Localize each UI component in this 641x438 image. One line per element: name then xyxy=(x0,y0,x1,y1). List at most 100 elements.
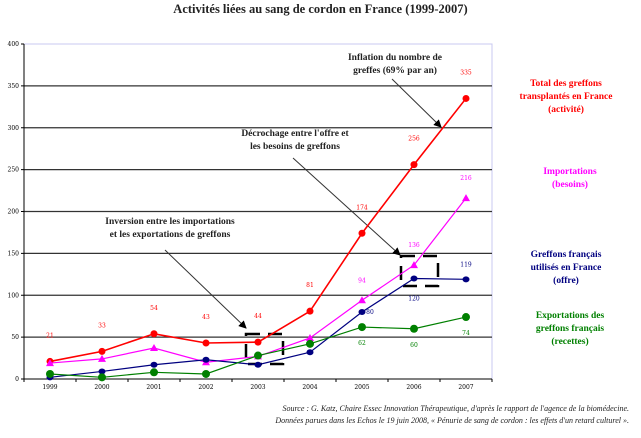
data-point xyxy=(150,368,158,377)
data-point xyxy=(202,356,210,363)
x-tick-label: 2007 xyxy=(458,384,473,391)
data-label: 81 xyxy=(306,282,314,289)
source-line-1: Source : G. Katz, Chaire Essec Innovatio… xyxy=(282,404,629,413)
data-point xyxy=(254,361,262,368)
legend-text: Greffons français xyxy=(530,250,602,260)
data-point xyxy=(410,161,418,169)
data-point xyxy=(254,351,262,360)
data-point xyxy=(98,373,106,382)
data-point xyxy=(202,369,210,378)
data-point xyxy=(462,194,470,202)
legend-text: (offre) xyxy=(553,276,579,286)
data-point xyxy=(410,275,418,282)
data-point xyxy=(462,313,470,322)
data-point xyxy=(358,309,366,315)
data-label: 136 xyxy=(408,242,420,249)
data-label: 174 xyxy=(356,204,368,211)
x-tick-label: 2004 xyxy=(302,384,317,391)
legend-text: (activité) xyxy=(548,105,584,115)
legend-offre: Greffons français utilisés en France (of… xyxy=(496,249,636,288)
highlight-box xyxy=(399,254,440,288)
chart-title: Activités liées au sang de cordon en Fra… xyxy=(173,2,468,16)
y-tick-label: 100 xyxy=(8,292,20,299)
legend-text: transplantés en France xyxy=(519,92,613,102)
y-tick-label: 50 xyxy=(11,334,19,341)
data-label: 216 xyxy=(460,175,472,182)
data-label: 33 xyxy=(98,322,106,329)
annotation-arrow xyxy=(164,249,247,329)
legend-exportations: Exportations des greffons français (rece… xyxy=(500,310,640,349)
legend-text: greffons français xyxy=(535,324,605,334)
legend-text: (recettes) xyxy=(551,337,589,347)
data-point xyxy=(462,94,470,102)
highlight-box xyxy=(244,332,285,366)
data-label: 80 xyxy=(366,309,374,316)
annotation-text: greffes (69% par an) xyxy=(353,66,437,76)
data-label: 74 xyxy=(462,330,470,337)
annotation-arrow xyxy=(292,157,401,256)
data-label: 21 xyxy=(46,332,54,339)
annotation-inversion: Inversion entre les importations et les … xyxy=(70,216,270,242)
y-tick-label: 200 xyxy=(8,209,20,216)
x-tick-label: 1999 xyxy=(42,384,57,391)
data-point xyxy=(410,324,418,333)
data-point xyxy=(98,368,106,375)
x-tick-label: 2000 xyxy=(94,384,109,391)
data-point xyxy=(358,323,366,332)
data-label: 60 xyxy=(410,342,418,349)
y-tick-label: 150 xyxy=(8,250,20,257)
x-tick-label: 2006 xyxy=(406,384,421,391)
data-label: 94 xyxy=(358,277,366,284)
data-point xyxy=(306,307,314,315)
data-label: 54 xyxy=(150,305,158,312)
data-label: 119 xyxy=(460,261,472,268)
data-point xyxy=(254,338,262,346)
annotation-inflation: Inflation du nombre de greffes (69% par … xyxy=(300,52,490,78)
x-tick-label: 2005 xyxy=(354,384,369,391)
legend-importations: Importations (besoins) xyxy=(500,166,640,192)
data-point xyxy=(306,333,314,341)
y-tick-label: 300 xyxy=(8,125,20,132)
data-point xyxy=(462,276,470,283)
data-label: 44 xyxy=(254,313,262,320)
data-label: 256 xyxy=(408,136,420,143)
legend-text: utilisés en France xyxy=(530,263,602,273)
x-tick-label: 2002 xyxy=(198,384,213,391)
data-label: 62 xyxy=(358,340,366,347)
legend-total: Total des greffons transplantés en Franc… xyxy=(496,78,636,117)
data-point xyxy=(150,361,158,368)
y-tick-label: 400 xyxy=(8,41,20,48)
legend-text: Importations xyxy=(543,167,597,177)
data-point xyxy=(98,354,106,362)
legend-text: Total des greffons xyxy=(530,79,602,89)
x-tick-label: 2003 xyxy=(250,384,265,391)
x-tick-label: 2001 xyxy=(146,384,161,391)
data-point xyxy=(202,339,210,347)
data-point xyxy=(98,347,106,355)
annotation-text: et les exportations de greffons xyxy=(109,230,231,240)
data-label: 43 xyxy=(202,314,210,321)
data-label: 335 xyxy=(460,69,472,76)
annotation-text: Décrochage entre l'offre et xyxy=(241,129,349,139)
y-tick-label: 250 xyxy=(8,167,20,174)
annotation-text: Inflation du nombre de xyxy=(347,53,443,63)
data-point xyxy=(150,344,158,352)
legend-text: (besoins) xyxy=(552,180,588,190)
y-tick-label: 0 xyxy=(15,376,19,383)
data-point xyxy=(46,369,54,378)
y-tick-label: 350 xyxy=(8,83,20,90)
annotation-text: Inversion entre les importations xyxy=(105,217,235,227)
data-point xyxy=(358,229,366,237)
data-point xyxy=(46,359,54,367)
data-point xyxy=(306,349,314,356)
annotation-arrow xyxy=(391,78,442,128)
data-point xyxy=(150,330,158,338)
data-point xyxy=(358,296,366,304)
annotation-text: les besoins de greffons xyxy=(250,142,340,152)
legend-text: Exportations des xyxy=(535,311,605,321)
annotation-decrochage: Décrochage entre l'offre et les besoins … xyxy=(195,128,395,154)
data-point xyxy=(306,339,314,348)
source-line-2: Données parues dans les Echos le 19 juin… xyxy=(275,416,629,425)
